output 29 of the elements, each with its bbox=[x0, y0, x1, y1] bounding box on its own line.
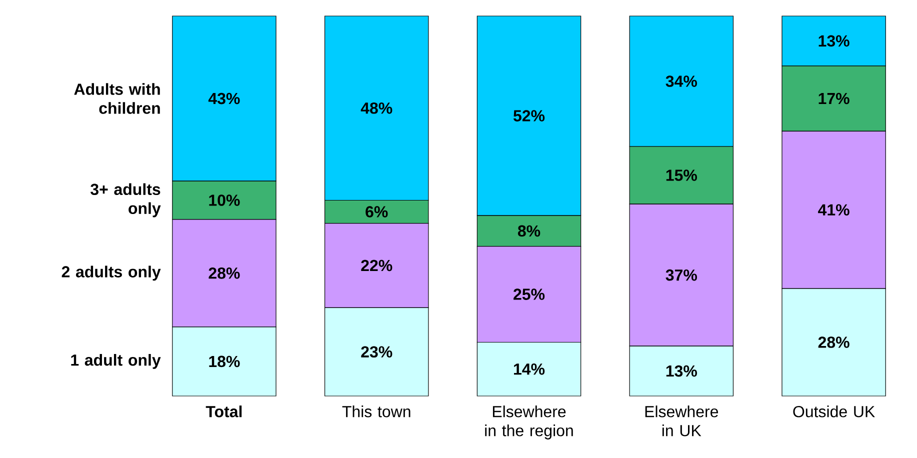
data-label: 6% bbox=[366, 206, 388, 218]
data-label: 28% bbox=[818, 336, 850, 348]
data-label: 41% bbox=[818, 204, 850, 216]
series-label: 3+ adults only bbox=[90, 183, 161, 218]
data-label: 15% bbox=[666, 170, 697, 181]
series-label: 2 adults only bbox=[62, 266, 161, 281]
series-label: Adults with children bbox=[74, 83, 160, 114]
data-label: 25% bbox=[514, 288, 545, 300]
data-label: 14% bbox=[514, 364, 545, 375]
data-label: 48% bbox=[360, 102, 392, 114]
data-label: 34% bbox=[666, 76, 697, 87]
data-label: 22% bbox=[361, 260, 392, 272]
data-label: 13% bbox=[818, 35, 850, 47]
data-label: 18% bbox=[209, 356, 240, 368]
data-label: 52% bbox=[513, 110, 545, 122]
series-label: 1 adult only bbox=[71, 354, 161, 369]
data-label: 8% bbox=[518, 225, 540, 237]
data-label: 17% bbox=[818, 92, 850, 104]
data-label: 10% bbox=[209, 194, 240, 206]
data-label: 23% bbox=[361, 346, 392, 358]
x-tick-label: Elsewhere in the region bbox=[485, 406, 573, 440]
x-tick-label: Total bbox=[206, 406, 242, 418]
data-label: 43% bbox=[208, 92, 240, 104]
x-tick-label: Elsewhere in UK bbox=[645, 406, 718, 436]
data-label: 37% bbox=[666, 269, 697, 281]
data-label: 28% bbox=[208, 268, 240, 279]
data-label: 13% bbox=[666, 365, 697, 377]
x-tick-label: This town bbox=[342, 406, 410, 418]
x-tick-label: Outside UK bbox=[793, 406, 875, 418]
